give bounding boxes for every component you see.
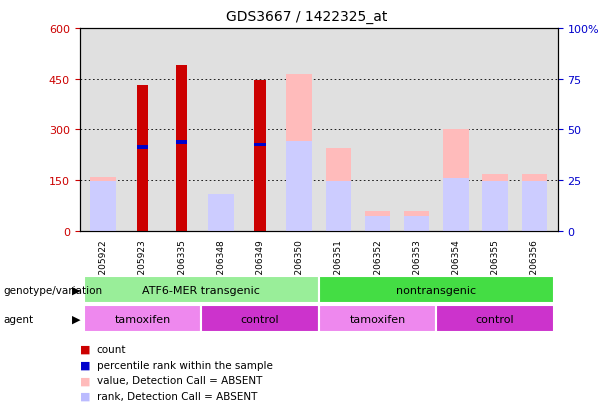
- Text: percentile rank within the sample: percentile rank within the sample: [97, 360, 273, 370]
- Bar: [91, 177, 116, 231]
- Text: nontransgenic: nontransgenic: [396, 285, 476, 295]
- Bar: [176, 66, 188, 231]
- Bar: [254, 81, 266, 231]
- Text: control: control: [241, 314, 280, 324]
- Text: ■: ■: [80, 375, 90, 385]
- Text: ■: ■: [80, 391, 90, 401]
- Text: rank, Detection Call = ABSENT: rank, Detection Call = ABSENT: [97, 391, 257, 401]
- Bar: [522, 181, 547, 231]
- Text: ▶: ▶: [72, 285, 81, 295]
- Bar: [365, 211, 390, 231]
- Bar: [326, 181, 351, 231]
- Text: value, Detection Call = ABSENT: value, Detection Call = ABSENT: [97, 375, 262, 385]
- Bar: [404, 211, 430, 231]
- Bar: [286, 75, 312, 231]
- Text: agent: agent: [3, 314, 33, 324]
- Text: tamoxifen: tamoxifen: [114, 314, 170, 324]
- Bar: [482, 181, 508, 231]
- Bar: [254, 144, 266, 147]
- Bar: [208, 200, 234, 231]
- Text: ■: ■: [80, 344, 90, 354]
- Bar: [319, 277, 554, 304]
- Bar: [137, 86, 148, 231]
- Bar: [176, 141, 188, 144]
- Bar: [83, 277, 319, 304]
- Bar: [83, 306, 201, 332]
- Bar: [482, 175, 508, 231]
- Text: GDS3667 / 1422325_at: GDS3667 / 1422325_at: [226, 10, 387, 24]
- Bar: [443, 179, 469, 231]
- Bar: [522, 175, 547, 231]
- Text: tamoxifen: tamoxifen: [349, 314, 406, 324]
- Text: ■: ■: [80, 360, 90, 370]
- Bar: [404, 216, 430, 231]
- Text: control: control: [476, 314, 514, 324]
- Bar: [443, 130, 469, 231]
- Text: count: count: [97, 344, 126, 354]
- Bar: [326, 149, 351, 231]
- Text: ATF6-MER transgenic: ATF6-MER transgenic: [142, 285, 260, 295]
- Bar: [201, 306, 319, 332]
- Bar: [208, 194, 234, 231]
- Text: genotype/variation: genotype/variation: [3, 285, 102, 295]
- Bar: [436, 306, 554, 332]
- Bar: [365, 216, 390, 231]
- Text: ▶: ▶: [72, 314, 81, 324]
- Bar: [91, 181, 116, 231]
- Bar: [319, 306, 436, 332]
- Bar: [286, 142, 312, 231]
- Bar: [137, 146, 148, 150]
